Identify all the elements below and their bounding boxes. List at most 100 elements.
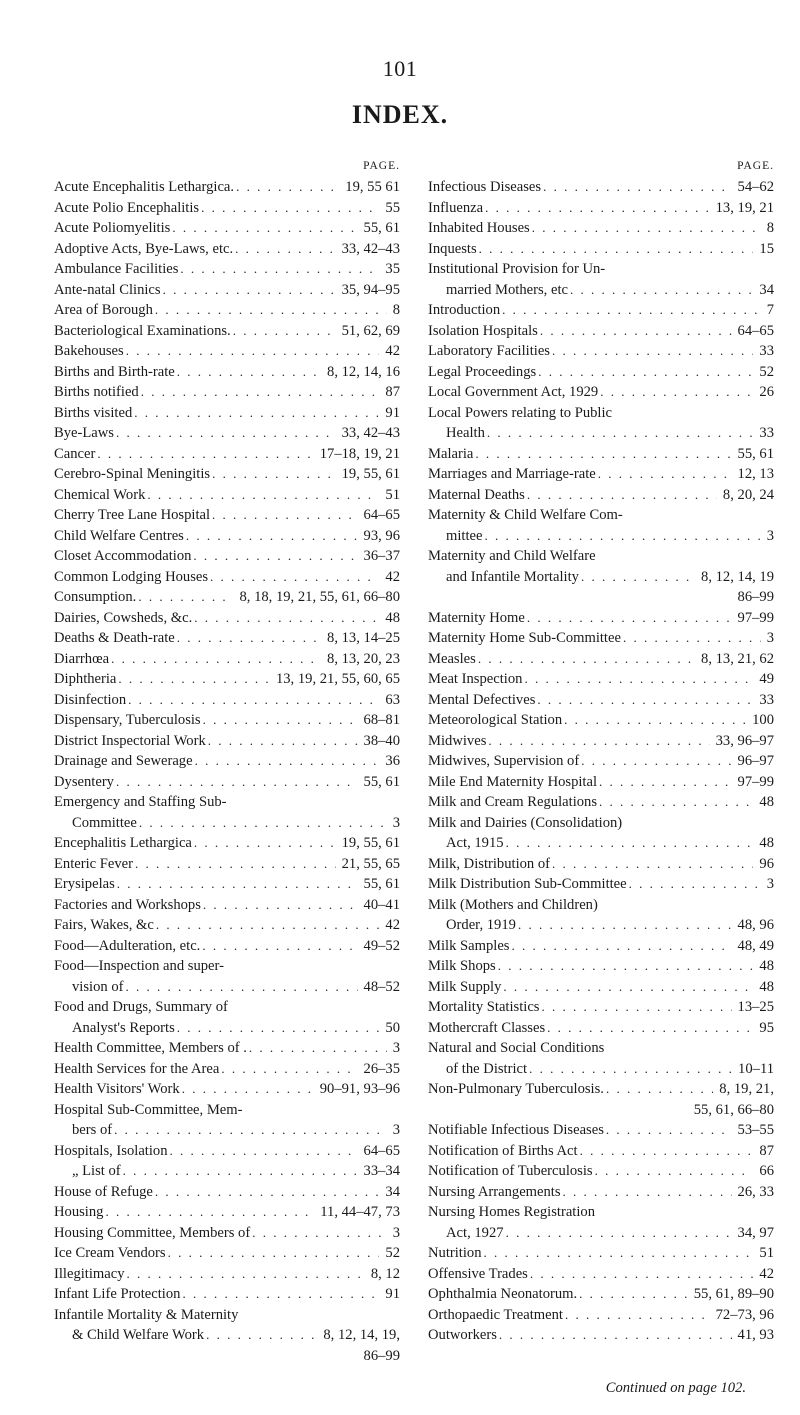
index-entry: Common Lodging Houses42 (54, 567, 400, 588)
dot-leader (193, 546, 357, 567)
dot-leader (202, 936, 357, 957)
index-entry: House of Refuge34 (54, 1182, 400, 1203)
index-entry: Deaths & Death-rate8, 13, 14–25 (54, 628, 400, 649)
index-columns: PAGE. Acute Encephalitis Lethargica.19, … (54, 158, 746, 1366)
entry-label: Health Committee, Members of . (54, 1038, 247, 1059)
entry-pages: 55, 61 (734, 444, 774, 465)
entry-pages: 33, 96–97 (712, 731, 774, 752)
entry-label: Maternity Home Sub-Committee (428, 628, 621, 649)
entry-pages: 3 (389, 1120, 400, 1141)
index-entry: Health Committee, Members of . 3 (54, 1038, 400, 1059)
entry-label: vision of (54, 977, 123, 998)
index-entry: Inquests15 (428, 239, 774, 260)
entry-pages: 48 (755, 956, 774, 977)
dot-leader (623, 628, 761, 649)
entry-label: Diarrhœa (54, 649, 109, 670)
dot-leader (233, 321, 336, 342)
index-entry: Disinfection63 (54, 690, 400, 711)
entry-pages: 48 (755, 833, 774, 854)
index-entry: Dispensary, Tuberculosis68–81 (54, 710, 400, 731)
right-column: PAGE. Infectious Diseases54–62Influenza1… (428, 158, 774, 1366)
dot-leader (527, 485, 717, 506)
dot-leader (128, 690, 379, 711)
entry-pages: 90–91, 93–96 (316, 1079, 400, 1100)
dot-leader (208, 731, 358, 752)
dot-leader (484, 526, 760, 547)
dot-leader (475, 444, 731, 465)
dot-leader (502, 300, 761, 321)
entry-label: Emergency and Staffing Sub- (54, 792, 227, 813)
entry-label: Milk Supply (428, 977, 501, 998)
index-entry: Ice Cream Vendors52 (54, 1243, 400, 1264)
entry-pages: 17–18, 19, 21 (316, 444, 400, 465)
entry-pages: 34, 97 (734, 1223, 774, 1244)
entry-label: Milk Shops (428, 956, 496, 977)
dot-leader (506, 1223, 732, 1244)
entry-pages: 100 (748, 710, 774, 731)
entry-label: Ice Cream Vendors (54, 1243, 166, 1264)
entry-pages: 36 (381, 751, 400, 772)
entry-pages: 34 (755, 280, 774, 301)
entry-label: Inhabited Houses (428, 218, 530, 239)
dot-leader (478, 649, 695, 670)
entry-label: & Child Welfare Work (54, 1325, 204, 1346)
dot-leader (552, 341, 753, 362)
dot-leader (134, 403, 379, 424)
index-entry: Analyst's Reports50 (54, 1018, 400, 1039)
index-entry: Isolation Hospitals64–65 (428, 321, 774, 342)
dot-leader (172, 218, 357, 239)
entry-pages: 64–65 (360, 505, 400, 526)
entry-label: Local Powers relating to Public (428, 403, 612, 424)
dot-leader (249, 1038, 387, 1059)
entry-label: Acute Polio Encephalitis (54, 198, 199, 219)
entry-label: bers of (54, 1120, 112, 1141)
entry-label: Deaths & Death-rate (54, 628, 175, 649)
entry-pages: 8, 12 (367, 1264, 400, 1285)
entry-pages: 48, 49 (734, 936, 774, 957)
entry-label: Laboratory Facilities (428, 341, 550, 362)
entry-pages: 26 (755, 382, 774, 403)
entry-pages: 11, 44–47, 73 (316, 1202, 400, 1223)
entry-pages: 8, 13, 20, 23 (323, 649, 400, 670)
entry-pages: 33 (755, 341, 774, 362)
index-entry: Food—Inspection and super- (54, 956, 400, 977)
entry-pages: 26, 33 (734, 1182, 774, 1203)
entry-label: Dispensary, Tuberculosis (54, 710, 201, 731)
entry-pages: 33–34 (360, 1161, 400, 1182)
entry-pages: 87 (755, 1141, 774, 1162)
dot-leader (236, 177, 339, 198)
index-entry: Nursing Arrangements26, 33 (428, 1182, 774, 1203)
index-entry: „ List of33–34 (54, 1161, 400, 1182)
dot-leader (180, 259, 379, 280)
entry-label: Maternity Home (428, 608, 525, 629)
index-entry: Factories and Workshops40–41 (54, 895, 400, 916)
index-entry: Ante-natal Clinics35, 94–95 (54, 280, 400, 301)
entry-pages: 55, 61, 66–80 (690, 1100, 774, 1121)
index-entry: Influenza13, 19, 21 (428, 198, 774, 219)
entry-pages: 7 (763, 300, 774, 321)
index-entry: Meteorological Station100 (428, 710, 774, 731)
entry-label: Act, 1915 (428, 833, 504, 854)
index-entry: District Inspectorial Work38–40 (54, 731, 400, 752)
entry-pages: 19, 55 61 (341, 177, 400, 198)
dot-leader (212, 464, 336, 485)
dot-leader (194, 608, 379, 629)
entry-pages: 3 (389, 1038, 400, 1059)
entry-pages: 93, 96 (360, 526, 400, 547)
entry-pages: 48, 96 (734, 915, 774, 936)
dot-leader (221, 1059, 357, 1080)
entry-pages: 8 (389, 300, 400, 321)
column-head-right: PAGE. (428, 158, 774, 174)
dot-leader (579, 1284, 688, 1305)
entry-label: Dysentery (54, 772, 114, 793)
index-entry: Drainage and Sewerage36 (54, 751, 400, 772)
dot-leader (537, 690, 753, 711)
index-entry: Milk Distribution Sub-Committee3 (428, 874, 774, 895)
dot-leader (117, 874, 358, 895)
dot-leader (538, 362, 753, 383)
dot-leader (135, 854, 336, 875)
entry-pages: 64–65 (734, 321, 774, 342)
index-entry: Local Powers relating to Public (428, 403, 774, 424)
index-entry: mittee3 (428, 526, 774, 547)
dot-leader (532, 218, 761, 239)
